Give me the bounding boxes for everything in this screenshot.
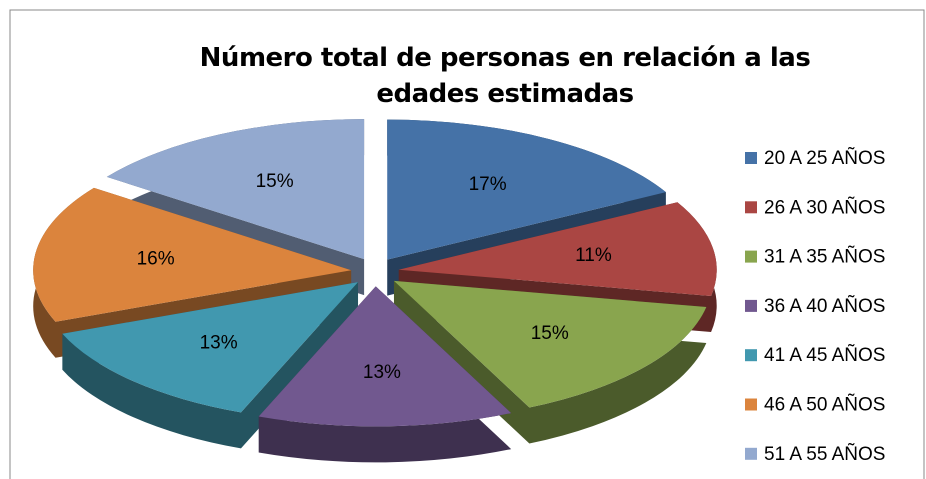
slice-top bbox=[33, 187, 352, 322]
slice: 17% bbox=[387, 119, 666, 296]
slice-top bbox=[393, 280, 707, 408]
slice: 15% bbox=[393, 280, 707, 444]
legend-swatch bbox=[745, 398, 757, 411]
legend-swatch bbox=[745, 299, 757, 312]
slice: 15% bbox=[106, 119, 365, 296]
legend-label: 36 A 40 AÑOS bbox=[764, 295, 885, 317]
chart-title: Número total de personas en relación a l… bbox=[199, 43, 811, 109]
legend-swatch bbox=[745, 152, 757, 164]
chart-border bbox=[9, 9, 925, 479]
legend-swatch bbox=[745, 201, 757, 214]
slice-top bbox=[398, 202, 717, 296]
legend-label: 31 A 35 AÑOS bbox=[764, 246, 885, 268]
slice: 13% bbox=[62, 282, 359, 449]
data-label: 16% bbox=[137, 248, 175, 269]
data-label: 17% bbox=[469, 174, 507, 195]
data-label: 11% bbox=[575, 245, 612, 266]
legend-label: 26 A 30 AÑOS bbox=[764, 196, 885, 218]
data-label: 13% bbox=[200, 333, 238, 354]
data-label: 13% bbox=[363, 362, 401, 383]
data-label: 15% bbox=[531, 323, 569, 344]
legend-label: 51 A 55 AÑOS bbox=[764, 443, 885, 465]
data-label: 15% bbox=[256, 171, 294, 192]
legend-label: 41 A 45 AÑOS bbox=[764, 344, 885, 366]
slice: 13% bbox=[258, 286, 512, 463]
legend-swatch bbox=[745, 447, 757, 460]
legend-label: 46 A 50 AÑOS bbox=[764, 394, 885, 416]
slice-top bbox=[387, 119, 666, 260]
slice-top bbox=[106, 119, 365, 260]
slice-top bbox=[258, 286, 512, 427]
slice-top bbox=[62, 282, 359, 413]
legend-swatch bbox=[745, 250, 757, 263]
legend-swatch bbox=[745, 349, 757, 362]
legend-label: 20 A 25 AÑOS bbox=[764, 147, 885, 169]
